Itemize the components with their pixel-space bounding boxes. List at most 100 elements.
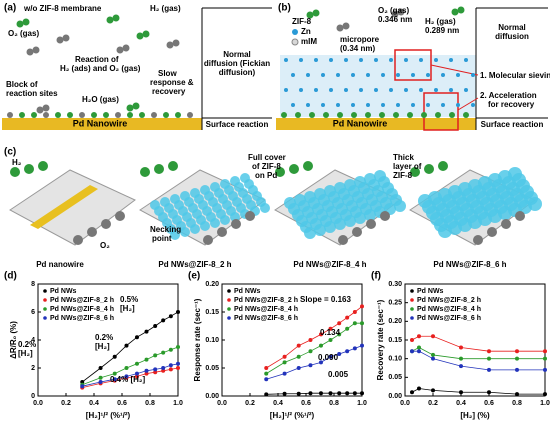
x-tick-label: 0.6 [484,400,494,407]
zif-particle [324,221,336,233]
y-tick-label: 6 [31,309,35,316]
nanowire [30,185,98,229]
data-point [487,349,491,354]
data-point [144,329,149,334]
zif-particle [190,224,200,234]
zn-node [336,73,340,77]
zn-node [456,103,460,107]
label: O₂ (gas) [8,29,39,38]
series-line [266,322,362,374]
data-point [282,354,287,359]
x-tick-label: 0.6 [301,400,311,407]
data-point [308,338,313,342]
label: Block of [6,80,38,89]
y-axis-label: ΔR/R₀ (%) [9,321,18,359]
x-tick-label: 0.2 [245,400,255,407]
atom [106,16,114,24]
zn-node [389,88,393,92]
legend-label: Pd NWs@ZIF-8_6 h [234,315,298,322]
zn-node [441,73,445,77]
series-line [266,306,363,369]
annotation: 0.2% [18,340,36,349]
x-tick-label: 0.8 [145,400,155,407]
legend-marker [227,298,231,302]
adsorbed-atom [55,112,61,118]
atom [22,18,30,26]
data-point [112,354,117,359]
data-point [134,335,139,340]
pointer [430,64,479,76]
atom [451,8,459,16]
y-axis-label: Response rate (sec⁻¹) [193,298,202,381]
label: ZIF-8 [292,17,312,26]
x-axis-label: [H₂] (%) [460,411,490,420]
data-point [308,391,313,396]
zif-particle [334,218,346,230]
atom [56,36,64,44]
legend-label: Pd NWs [50,288,77,295]
legend-swatch [291,38,299,46]
panel-label: (a) [4,3,16,14]
data-point [153,324,158,328]
zn-node [426,103,430,107]
data-point [161,368,166,373]
data-point [282,360,287,365]
data-point [417,349,421,354]
legend-marker [410,316,414,320]
data-point [352,346,357,351]
data-point [264,371,269,376]
data-point [296,366,301,370]
adsorbed-atom [103,112,109,118]
data-point [176,366,180,370]
zn-node [336,103,340,107]
legend-label: Pd NWs@ZIF-8_2 h [234,297,298,304]
label: diffusion) [219,68,256,77]
data-point [98,366,103,370]
x-tick-label: 0.4 [273,400,283,407]
atom [306,11,314,19]
label: point [152,234,172,243]
y-tick-label: 0.00 [205,393,219,400]
molecule [217,227,227,237]
data-point [328,391,333,396]
data-point [168,347,173,352]
zn-node [299,88,303,92]
molecule [501,219,511,229]
x-tick-label: 0.0 [33,400,43,407]
zn-node [441,103,445,107]
data-point [296,391,301,396]
legend-marker [43,298,47,302]
legend-marker [227,289,231,293]
adsorbed-atom [43,112,49,118]
molecule [410,167,420,177]
panel-label: (f) [371,271,381,282]
label: micropore [340,35,380,44]
atom [142,30,150,38]
data-point [360,321,364,326]
zn-node [389,58,393,62]
annotation: [H₂] [120,304,135,313]
substrate [9,169,136,246]
data-point [168,363,173,368]
x-tick-label: 0.0 [217,400,227,407]
zif-particle [180,227,190,237]
data-point [296,354,301,359]
x-tick-label: 0.6 [117,400,127,407]
zn-node [464,58,468,62]
molecule [366,219,376,229]
label: Normal [223,50,251,59]
nanowire [276,118,476,130]
atom [391,10,399,18]
atom [36,106,44,114]
zn-node [329,88,333,92]
zn-node [426,73,430,77]
adsorbed-atom [379,112,385,118]
atom [32,46,40,54]
data-point [153,370,158,375]
data-point [543,392,547,397]
annotation: 0.4% [H₂] [110,375,145,384]
zif-particle [260,203,270,213]
data-point [134,371,139,376]
zif-particle [200,221,210,231]
label: 0.289 nm [425,26,459,35]
